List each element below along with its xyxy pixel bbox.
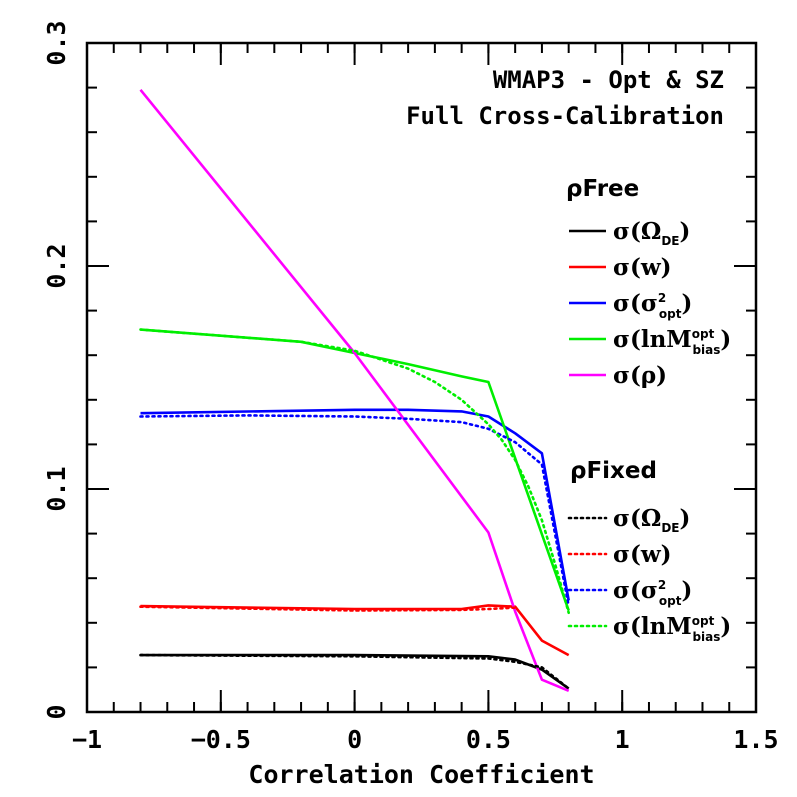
y-tick-label: 0.2 — [42, 243, 71, 288]
series-line — [140, 653, 570, 690]
series-line — [140, 604, 570, 657]
legend-heading: ρFixed — [570, 458, 657, 484]
series-line — [139, 88, 570, 693]
series-line — [140, 328, 570, 611]
x-tick-label: −0.5 — [191, 725, 251, 754]
legend-label: σ(lnMopt bias) — [613, 613, 731, 644]
chart-title-line: Full Cross-Calibration — [406, 102, 724, 130]
y-tick-label: 0.3 — [42, 20, 71, 65]
x-tick-label: 1 — [615, 725, 630, 754]
legend-label: σ(ρ) — [613, 362, 667, 389]
x-tick-label: 0 — [347, 725, 362, 754]
x-tick-label: −1 — [72, 725, 102, 754]
x-tick-label: 0.5 — [466, 725, 511, 754]
legend-heading: ρFree — [566, 176, 639, 202]
series-line — [139, 605, 517, 612]
series-layer — [139, 88, 571, 693]
legend-label: σ(w) — [613, 541, 672, 568]
series-line — [139, 414, 571, 608]
plot-frame — [85, 41, 758, 714]
series-line — [139, 653, 571, 690]
y-tick-label: 0 — [42, 704, 71, 719]
legend-label: σ(σ2 opt) — [613, 577, 692, 608]
y-tick-label: 0.1 — [42, 466, 71, 511]
legend-label: σ(ΩDE) — [613, 505, 690, 535]
series-line — [139, 328, 571, 615]
series-line — [140, 408, 570, 601]
x-tick-label: 1.5 — [733, 725, 778, 754]
legend-label: σ(ΩDE) — [613, 218, 690, 248]
chart-title-line: WMAP3 - Opt & SZ — [493, 66, 724, 94]
legend-label: σ(lnMopt bias) — [613, 326, 731, 357]
legend-label: σ(σ2 opt) — [613, 290, 692, 321]
legend-label: σ(w) — [613, 254, 672, 281]
x-axis-title: Correlation Coefficient — [248, 760, 594, 789]
text-layer: −1 −0.5 0 0.5 1 1.5 0 0.1 0.2 0.3 Correlation Coef… — [42, 20, 779, 789]
